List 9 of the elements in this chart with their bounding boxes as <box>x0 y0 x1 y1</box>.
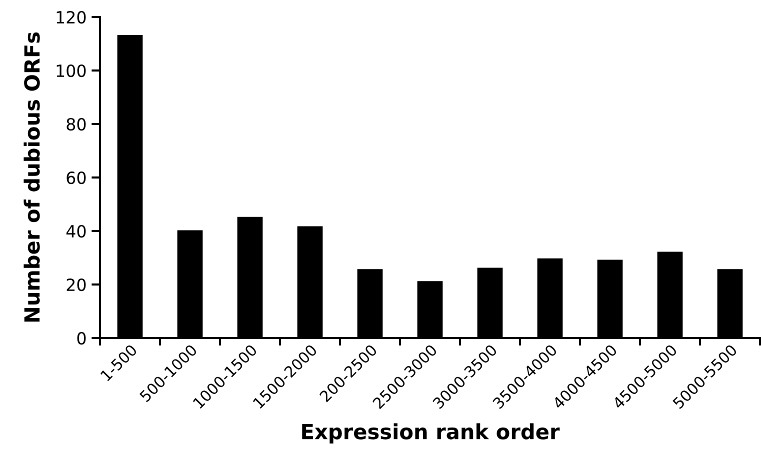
y-tick-label: 40 <box>66 224 86 238</box>
y-axis-title: Number of dubious ORFs <box>24 32 40 322</box>
y-tick-label: 120 <box>56 10 86 24</box>
y-tick-label: 0 <box>77 332 86 345</box>
y-tick-label: 20 <box>66 278 86 292</box>
y-tick-label: 100 <box>56 64 86 78</box>
y-tick-label: 80 <box>66 118 86 131</box>
y-tick-label: 60 <box>66 171 86 184</box>
x-axis-title: Expression rank order <box>302 423 560 444</box>
